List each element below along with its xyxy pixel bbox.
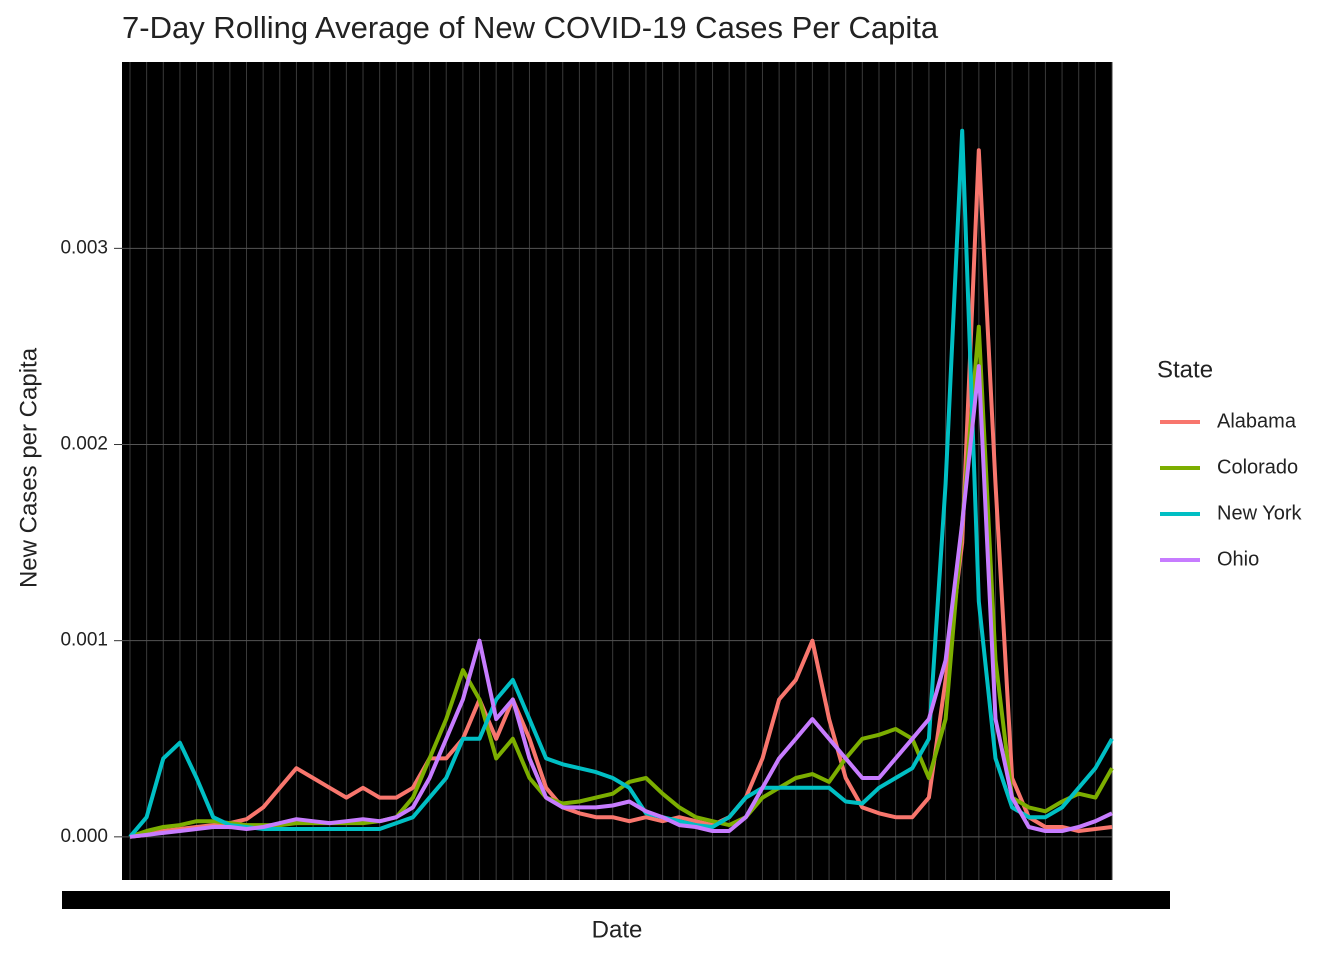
y-tick-label: 0.003 — [60, 237, 108, 258]
legend-label: New York — [1217, 502, 1302, 524]
legend-title: State — [1157, 356, 1213, 383]
x-axis-label: Date — [592, 916, 643, 943]
series-line — [129, 324, 1114, 839]
y-tick-label: 0.001 — [60, 630, 108, 651]
legend-label: Colorado — [1217, 456, 1298, 478]
y-tick-label: 0.000 — [60, 826, 108, 847]
x-tick-label-overlap — [62, 891, 1170, 909]
chart-title: 7-Day Rolling Average of New COVID-19 Ca… — [122, 10, 939, 45]
legend-label: Ohio — [1217, 548, 1259, 570]
y-tick-label: 0.002 — [60, 434, 108, 455]
y-axis-label: New Cases per Capita — [15, 347, 42, 588]
legend-label: Alabama — [1217, 410, 1297, 432]
series-line — [129, 148, 1113, 839]
series-line — [129, 364, 1113, 839]
series-line — [128, 128, 1114, 839]
